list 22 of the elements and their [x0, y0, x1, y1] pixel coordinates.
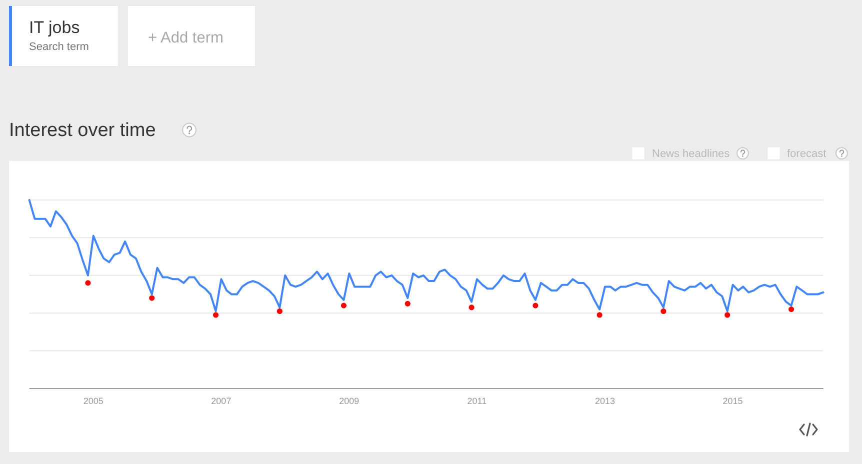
x-tick-label: 2013: [594, 396, 615, 406]
x-tick-label: 2015: [722, 396, 743, 406]
text: Search term: [29, 41, 89, 53]
point: [532, 302, 538, 308]
text: + Add term: [148, 30, 224, 46]
x-tick-label: 2007: [211, 396, 232, 406]
point: [660, 308, 666, 314]
text: IT jobs: [29, 18, 80, 37]
point: [85, 280, 91, 286]
x-tick-label: 2005: [83, 396, 104, 406]
x-tick-label: 2009: [339, 396, 360, 406]
point: [788, 306, 794, 312]
point: [724, 312, 730, 318]
point: [276, 308, 282, 314]
chart-title: Interest over time: [9, 120, 156, 141]
point: [468, 304, 474, 310]
x-tick-label: 2011: [467, 396, 487, 406]
point: [596, 312, 602, 318]
point: [149, 295, 155, 301]
point: [212, 312, 219, 318]
point: [404, 300, 410, 306]
point: [340, 302, 347, 308]
